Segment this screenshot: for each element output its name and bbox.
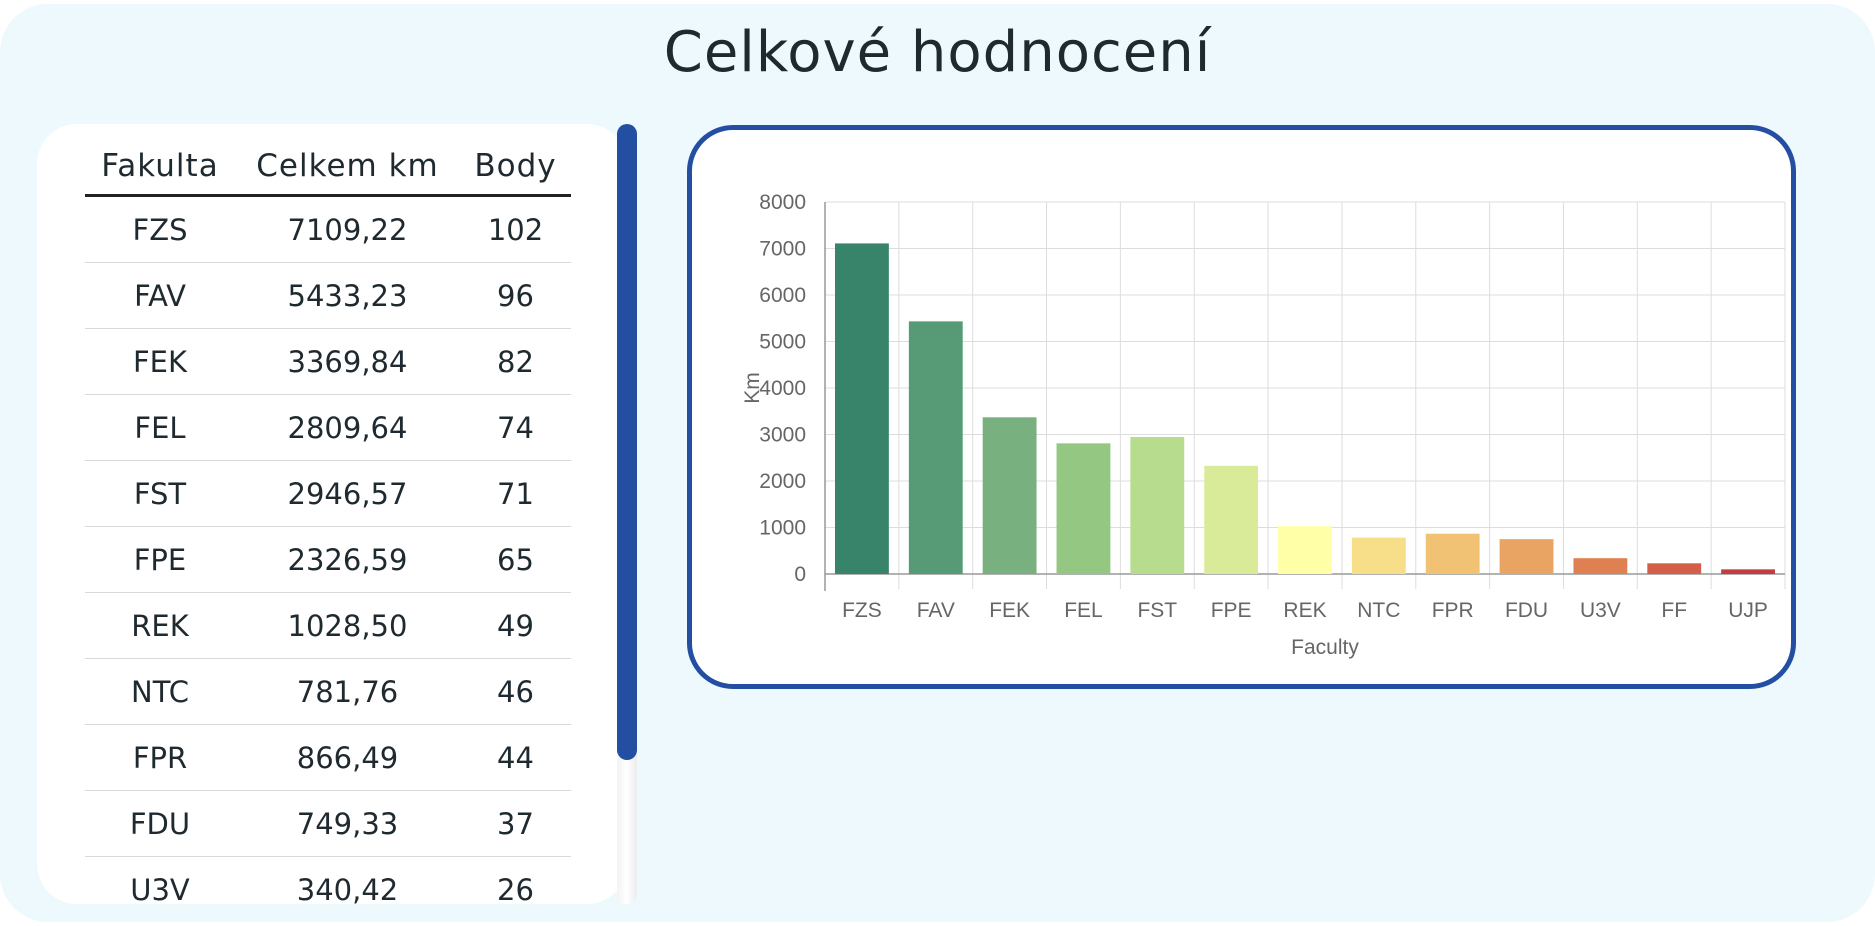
bar xyxy=(982,417,1037,574)
cell-celkem-km: 3369,84 xyxy=(235,328,460,395)
cell-fakulta: FEK xyxy=(85,328,235,395)
page-title: Celkové hodnocení xyxy=(663,20,1212,85)
cell-fakulta: FPR xyxy=(85,724,235,791)
x-tick-label: FEL xyxy=(1064,599,1103,622)
y-axis-title: Km xyxy=(741,372,764,404)
cell-fakulta: NTC xyxy=(85,658,235,725)
cell-body: 26 xyxy=(460,856,571,904)
cell-body: 71 xyxy=(460,460,571,527)
table-row: FPR 866,49 44 xyxy=(85,724,571,791)
cell-celkem-km: 866,49 xyxy=(235,724,460,791)
header-fakulta: Fakulta xyxy=(85,138,235,197)
bar xyxy=(1425,533,1480,574)
table-header-row: Fakulta Celkem km Body xyxy=(85,138,571,197)
cell-celkem-km: 781,76 xyxy=(235,658,460,725)
bar xyxy=(1130,436,1185,574)
x-tick-label: UJP xyxy=(1728,599,1768,622)
table-row: FZS 7109,22 102 xyxy=(85,195,571,263)
faculty-table: Fakulta Celkem km Body FZS 7109,22 102 FAV 5… xyxy=(85,138,571,904)
header-body: Body xyxy=(460,138,571,197)
cell-celkem-km: 2326,59 xyxy=(235,526,460,593)
cell-body: 96 xyxy=(460,262,571,329)
bar xyxy=(1499,539,1554,574)
table-row: FEK 3369,84 82 xyxy=(85,328,571,395)
x-tick-label: FPE xyxy=(1211,599,1252,622)
cell-celkem-km: 7109,22 xyxy=(235,195,460,263)
bar xyxy=(1721,569,1775,574)
x-axis-title: Faculty xyxy=(1291,636,1359,659)
x-tick-label: FZS xyxy=(842,599,882,622)
bar xyxy=(1647,563,1702,574)
faculty-table-panel: Fakulta Celkem km Body FZS 7109,22 102 FAV 5… xyxy=(37,124,627,904)
cell-body: 49 xyxy=(460,592,571,659)
table-row: REK 1028,50 49 xyxy=(85,592,571,659)
x-tick-label: FST xyxy=(1137,599,1177,622)
bar xyxy=(1351,537,1406,574)
bar-chart: 0 1000 2000 3000 4000 5000 6000 7000 8000 FZS FAV F… xyxy=(741,191,1786,659)
bar xyxy=(835,243,889,574)
bar xyxy=(1204,465,1259,574)
table-scrollbar-thumb[interactable] xyxy=(617,124,637,760)
table-row: FAV 5433,23 96 xyxy=(85,262,571,329)
y-tick-label: 8000 xyxy=(759,191,806,214)
y-tick-label: 5000 xyxy=(759,331,806,354)
table-row: U3V 340,42 26 xyxy=(85,856,571,904)
bar xyxy=(1573,558,1628,574)
header-celkem-km: Celkem km xyxy=(235,138,460,197)
cell-celkem-km: 1028,50 xyxy=(235,592,460,659)
x-tick-label: U3V xyxy=(1580,599,1621,622)
cell-fakulta: FST xyxy=(85,460,235,527)
cell-celkem-km: 5433,23 xyxy=(235,262,460,329)
cell-fakulta: REK xyxy=(85,592,235,659)
cell-body: 74 xyxy=(460,394,571,461)
cell-body: 82 xyxy=(460,328,571,395)
y-tick-label: 6000 xyxy=(759,284,806,307)
bar xyxy=(1056,443,1111,574)
cell-fakulta: FDU xyxy=(85,790,235,857)
x-tick-label: FAV xyxy=(917,599,955,622)
cell-celkem-km: 340,42 xyxy=(235,856,460,904)
cell-celkem-km: 749,33 xyxy=(235,790,460,857)
y-tick-label: 1000 xyxy=(759,517,806,540)
chart-panel: 0 1000 2000 3000 4000 5000 6000 7000 8000 FZS FAV F… xyxy=(687,125,1796,689)
x-tick-label: FF xyxy=(1661,599,1687,622)
cell-celkem-km: 2809,64 xyxy=(235,394,460,461)
x-tick-label: FPR xyxy=(1432,599,1474,622)
cell-celkem-km: 2946,57 xyxy=(235,460,460,527)
cell-body: 65 xyxy=(460,526,571,593)
table-row: NTC 781,76 46 xyxy=(85,658,571,725)
table-row: FST 2946,57 71 xyxy=(85,460,571,527)
table-row: FDU 749,33 37 xyxy=(85,790,571,857)
y-tick-label: 7000 xyxy=(759,238,806,261)
bar xyxy=(908,321,963,574)
cell-fakulta: FEL xyxy=(85,394,235,461)
cell-fakulta: U3V xyxy=(85,856,235,904)
bar xyxy=(1278,526,1332,574)
table-row: FPE 2326,59 65 xyxy=(85,526,571,593)
cell-body: 37 xyxy=(460,790,571,857)
y-tick-label: 3000 xyxy=(759,424,806,447)
x-tick-label: FDU xyxy=(1505,599,1548,622)
cell-fakulta: FZS xyxy=(85,195,235,263)
x-tick-label: NTC xyxy=(1357,599,1400,622)
x-tick-label: REK xyxy=(1283,599,1326,622)
cell-body: 44 xyxy=(460,724,571,791)
y-tick-label: 4000 xyxy=(759,377,806,400)
y-tick-label: 0 xyxy=(794,563,806,586)
cell-body: 46 xyxy=(460,658,571,725)
y-tick-label: 2000 xyxy=(759,470,806,493)
cell-fakulta: FAV xyxy=(85,262,235,329)
x-tick-label: FEK xyxy=(989,599,1030,622)
cell-body: 102 xyxy=(460,195,571,263)
table-row: FEL 2809,64 74 xyxy=(85,394,571,461)
cell-fakulta: FPE xyxy=(85,526,235,593)
